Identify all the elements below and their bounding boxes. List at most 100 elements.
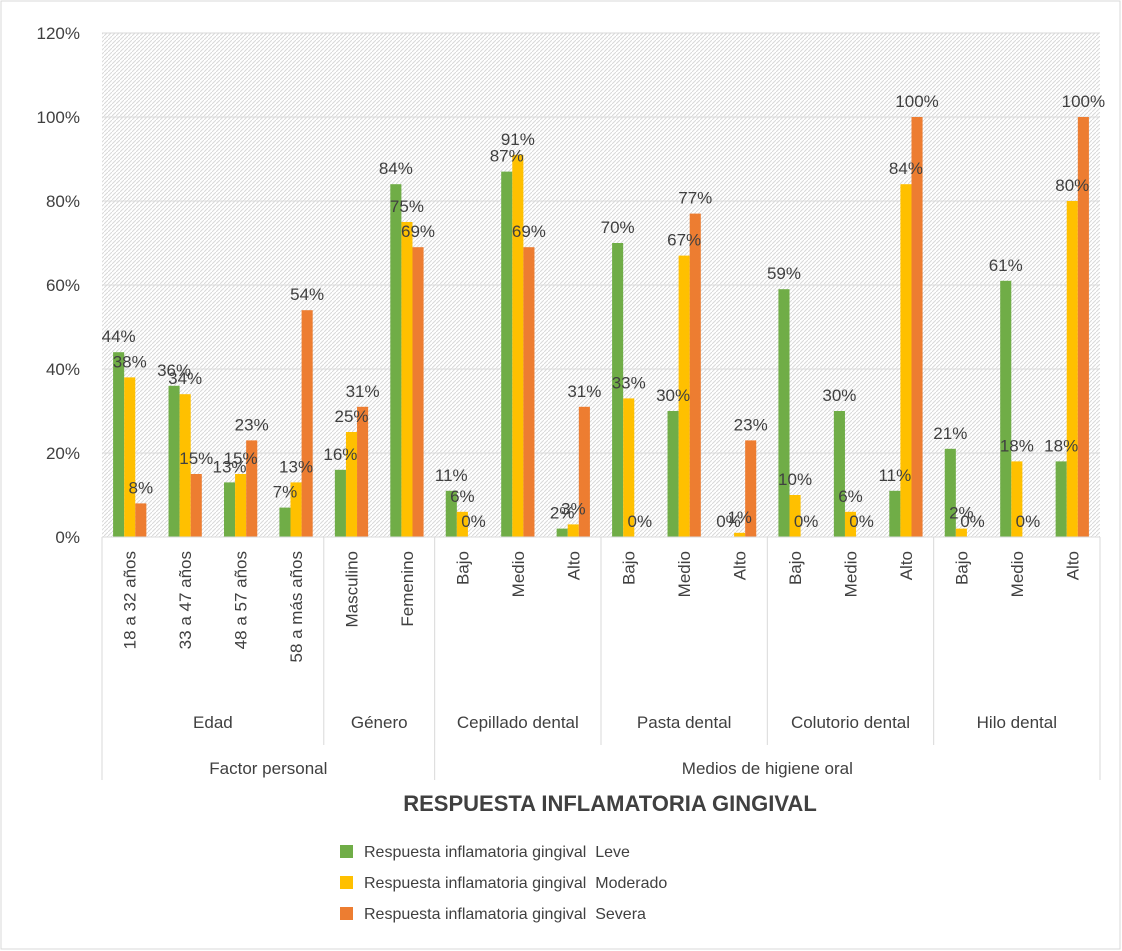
category-label: Bajo [952,551,971,585]
category-label: Medio [675,551,694,597]
data-label: 84% [889,159,923,178]
bar [334,469,346,537]
x-axis: 18 a 32 años 33 a 47 años 48 a 57 años 58 a… [101,536,1101,780]
bar [523,247,535,537]
bar [456,511,468,537]
bar [401,222,413,537]
group-label: Cepillado dental [457,713,579,732]
data-label: 6% [838,487,863,506]
data-label: 2% [949,504,974,523]
bar [1077,117,1089,537]
bar [246,440,258,537]
data-label: 2% [550,504,575,523]
data-label: 77% [678,189,712,208]
bar [223,482,236,537]
group-label: Género [351,713,408,732]
data-label: 13% [279,457,313,476]
bar [623,398,635,537]
chart-title: RESPUESTA INFLAMATORIA GINGIVAL [403,791,817,816]
bar [235,474,247,537]
bar [844,511,857,537]
bar [279,507,291,537]
category-label: Alto [564,551,583,580]
bar [900,184,912,537]
legend-label: Respuesta inflamatoria gingival Leve [364,844,630,861]
data-label: 13% [213,457,247,476]
data-label: 21% [933,424,967,443]
bar [390,184,402,537]
bar [290,482,302,537]
top-group-label: Factor personal [209,759,327,778]
group-label: Edad [193,713,233,732]
bar [179,394,191,537]
y-axis: 0% 20% 40% 60% 80% 100% 120% [37,24,80,547]
y-tick-label: 100% [37,108,80,127]
bar [501,171,513,537]
data-label: 0% [461,512,486,531]
data-label: 33% [612,373,646,392]
data-label: 11% [878,466,911,485]
data-label: 70% [601,218,635,237]
legend-swatch [340,907,353,920]
data-label: 44% [102,327,136,346]
bar [567,524,579,537]
category-label: Alto [897,551,916,580]
category-label: Alto [1063,551,1082,580]
y-tick-label: 0% [55,528,80,547]
data-label: 15% [224,449,258,468]
data-labels: 44%38%8%36%34%15% 13%15%23%7%13%54%16%25%… [102,92,1105,531]
y-tick-label: 20% [46,444,80,463]
bar [357,406,369,537]
legend: Respuesta inflamatoria gingival Leve Resp… [340,844,667,923]
group-label: Pasta dental [637,713,732,732]
data-label: 18% [1000,436,1034,455]
y-tick-label: 40% [46,360,80,379]
bar [578,406,590,537]
data-label: 36% [157,361,191,380]
bar [745,440,757,537]
bar [345,432,358,537]
top-group-label: Medios de higiene oral [682,759,853,778]
data-label: 10% [778,470,812,489]
bars [113,117,1089,538]
data-label: 30% [656,386,690,405]
bar [168,385,180,537]
legend-label: Respuesta inflamatoria gingival Severa [364,906,646,923]
bar [445,490,457,537]
legend-label: Respuesta inflamatoria gingival Moderado [364,875,667,892]
data-label: 91% [501,130,535,149]
legend-swatch [340,876,353,889]
bar [1055,461,1067,537]
bar [911,117,923,537]
bar [612,243,624,537]
data-label: 69% [401,222,435,241]
bar [889,490,901,537]
data-label: 34% [168,369,202,388]
category-label: Medio [509,551,528,597]
category-label: Medio [1008,551,1027,597]
group-label: Hilo dental [977,713,1057,732]
data-label: 18% [1044,436,1078,455]
category-label: 48 a 57 años [232,551,251,649]
category-label: Femenino [398,551,417,627]
group-label: Colutorio dental [791,713,910,732]
data-label: 87% [490,147,524,166]
data-label: 0% [1016,512,1041,531]
data-label: 25% [334,407,368,426]
category-label: Masculino [343,551,362,628]
bar [135,503,147,537]
bar [734,532,746,537]
data-label: 54% [290,285,324,304]
bar [301,310,313,537]
data-label: 0% [849,512,874,531]
bar [113,352,125,537]
data-label: 0% [628,512,653,531]
bar [833,411,845,537]
data-label: 30% [822,386,856,405]
bar [1011,461,1023,537]
bar [556,528,568,537]
bar [667,411,679,537]
data-label: 6% [450,487,475,506]
y-tick-label: 80% [46,192,80,211]
